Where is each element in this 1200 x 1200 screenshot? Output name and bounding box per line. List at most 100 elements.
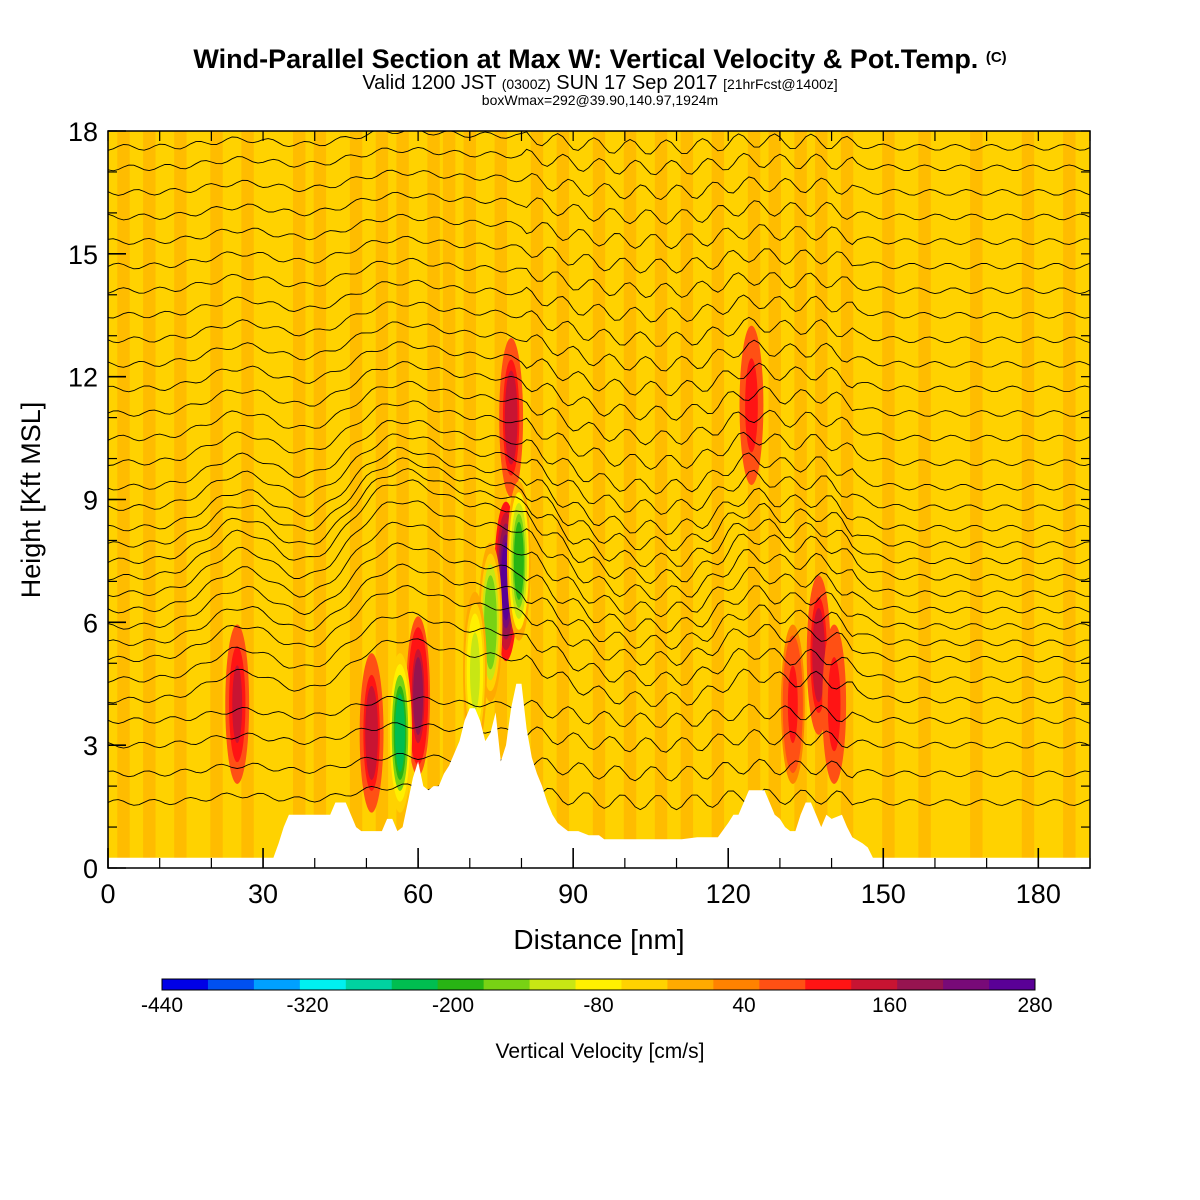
field-streak [768, 131, 781, 868]
field-streak [747, 131, 761, 868]
chart-subtitle: Valid 1200 JST (0300Z) SUN 17 Sep 2017 [… [0, 72, 1200, 95]
y-tick-label: 0 [83, 854, 98, 884]
isentrope-line [108, 563, 1090, 650]
colorbar-tick-label: 160 [872, 994, 907, 1017]
updraft-cell [829, 665, 840, 744]
updraft-cell [413, 657, 424, 735]
downdraft-cell [469, 632, 480, 711]
isentrope-line [108, 146, 1090, 176]
isentrope-line [108, 500, 1090, 601]
isentrope-line [108, 468, 1090, 568]
colorbar-tick-label: -200 [432, 994, 474, 1017]
colorbar-swatch [345, 979, 393, 990]
isentropes [108, 131, 1090, 811]
isentrope-line [108, 542, 1090, 634]
chart-title: Wind-Parallel Section at Max W: Vertical… [193, 44, 1007, 74]
updraft-cell [232, 665, 243, 744]
colorbar-swatch [575, 979, 622, 990]
field-streak [427, 131, 440, 868]
field-streak [882, 131, 895, 868]
field-streak [970, 131, 983, 868]
field-streak [711, 131, 725, 868]
x-tick-label: 60 [403, 879, 433, 909]
isentrope-line [108, 341, 1090, 397]
isentrope-line [108, 131, 1090, 155]
field-streak [680, 131, 694, 868]
field-streak [654, 131, 668, 868]
colorbar-swatch [805, 979, 852, 990]
colorbar-swatch [483, 979, 531, 990]
isentrope-line [108, 479, 1090, 584]
isentrope-line [108, 433, 1090, 515]
field-streak [210, 131, 223, 868]
colorbar-tick-label: 40 [732, 994, 755, 1017]
isentrope-line [108, 521, 1090, 618]
isentrope-line [108, 361, 1090, 421]
isentrope-line [108, 321, 1090, 372]
colorbar-swatch [253, 979, 301, 990]
isentrope-line [108, 400, 1090, 470]
x-tick-label: 120 [706, 879, 751, 909]
colorbar-swatch [759, 979, 806, 990]
x-tick-label: 30 [248, 879, 278, 909]
field-streak [313, 131, 327, 868]
field-streak [623, 131, 637, 868]
y-tick-label: 15 [68, 240, 98, 270]
isentrope-line [108, 752, 1090, 782]
chart-subtitle2: boxWmax=292@39.90,140.97,1924m [481, 92, 719, 108]
updraft-cell [787, 665, 798, 744]
colorbar-swatch [207, 979, 255, 990]
colorbar-tick-label: 280 [1017, 994, 1052, 1017]
x-axis-label: Distance [nm] [513, 924, 684, 955]
colorbar-swatch [437, 979, 485, 990]
colorbar-swatch [897, 979, 944, 990]
colorbar-swatch [621, 979, 668, 990]
isentrope-line [108, 783, 1090, 811]
downdraft-cell [513, 522, 524, 600]
isentrope-line [108, 279, 1090, 323]
y-tick-label: 12 [68, 363, 98, 393]
field-streak [1063, 131, 1076, 868]
terrain [108, 683, 1090, 868]
isentrope-line [108, 169, 1090, 200]
subtitle-part-fcst: [21hrFcst@1400z] [723, 76, 838, 92]
subtitle-part-date: SUN 17 Sep 2017 [550, 72, 724, 94]
isentrope-line [108, 235, 1090, 274]
isentrope-line [108, 419, 1090, 495]
y-tick-label: 18 [68, 117, 98, 147]
x-tick-label: 180 [1016, 879, 1061, 909]
field-streak [1021, 131, 1035, 868]
field-streak [918, 131, 931, 868]
x-tick-label: 150 [861, 879, 906, 909]
colorbar-tick-label: -320 [286, 994, 328, 1017]
isentrope-line [108, 638, 1090, 707]
isentrope-line [108, 213, 1090, 250]
field-streak [556, 131, 570, 868]
title-mark: (C) [985, 49, 1007, 66]
y-axis-label: Height [Kft MSL] [16, 402, 46, 599]
y-tick-label: 9 [83, 486, 98, 516]
subtitle-part-utc: (0300Z) [501, 76, 551, 92]
colorbar-frame [161, 978, 1036, 991]
subtitle-part-valid: Valid 1200 JST [362, 72, 502, 94]
plot-area [108, 131, 1090, 868]
colorbar-swatch [529, 979, 577, 990]
field-streak [442, 131, 456, 868]
colorbar-swatch [391, 979, 439, 990]
updraft-cell [506, 378, 517, 457]
colorbar-swatch [162, 979, 209, 990]
colorbar-swatch [667, 979, 714, 990]
downdraft-cell [485, 583, 496, 662]
isentrope-line [108, 301, 1090, 347]
colorbar: -440 -320 -200 -80 40 160 280 [141, 978, 1053, 1017]
axes: 0 30 60 90 120 150 180 0 3 6 9 12 15 18 [68, 117, 1091, 909]
colorbar-tick-label: -440 [141, 994, 183, 1017]
y-tick-label: 3 [83, 731, 98, 761]
updraft-cell [746, 366, 757, 445]
isentrope-line [108, 457, 1090, 551]
colorbar-swatch [851, 979, 898, 990]
x-tick-label: 0 [100, 879, 115, 909]
field-streak [143, 131, 156, 868]
colorbar-swatch [989, 979, 1036, 990]
isentrope-line [108, 585, 1090, 667]
